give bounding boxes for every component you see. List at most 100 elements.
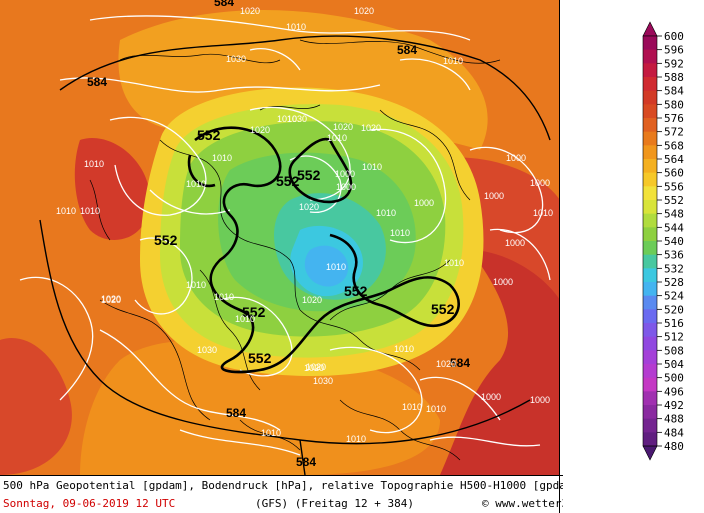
- label-p21: 1000: [506, 153, 526, 163]
- legend-label: 504: [664, 358, 684, 371]
- legend-label: 552: [664, 194, 684, 207]
- legend-label: 572: [664, 126, 684, 139]
- label-p14: 1000: [335, 169, 355, 179]
- legend-label: 596: [664, 44, 684, 57]
- label-p13: 1010: [362, 162, 382, 172]
- label-p40: 1010: [346, 434, 366, 444]
- copyright: © www.wetter3.de: [482, 497, 563, 510]
- legend-swatch: [643, 268, 657, 283]
- forecast-date: Sonntag, 09-06-2019 12 UTC: [3, 497, 176, 510]
- label-p49: 1020: [333, 122, 353, 132]
- legend-label: 500: [664, 372, 684, 385]
- legend-arrow-bottom: [642, 445, 658, 461]
- label-584-e: 584: [226, 406, 246, 420]
- map-description: 500 hPa Geopotential [gpdam], Bodendruck…: [0, 475, 563, 495]
- label-552-f: 552: [242, 304, 266, 320]
- label-584-a: 584: [214, 0, 234, 9]
- label-552-h: 552: [154, 232, 178, 248]
- label-p41: 1010: [261, 428, 281, 438]
- legend-label: 532: [664, 262, 684, 275]
- label-p34: 1010: [444, 258, 464, 268]
- legend-arrow-top: [642, 21, 658, 37]
- label-p2: 1010: [286, 22, 306, 32]
- legend-swatch: [643, 336, 657, 351]
- legend-swatch: [643, 104, 657, 119]
- label-p18: 1010: [376, 208, 396, 218]
- legend-swatch: [643, 364, 657, 379]
- model-run: (GFS) (Freitag 12 + 384): [255, 497, 414, 510]
- label-p30: 1010: [214, 292, 234, 302]
- label-p44: 1020: [101, 294, 121, 304]
- label-p31: 1020: [304, 363, 324, 373]
- label-p39: 1000: [481, 392, 501, 402]
- legend-swatch: [643, 213, 657, 228]
- label-p33: 1020: [302, 295, 322, 305]
- label-p23: 1010: [533, 208, 553, 218]
- legend-swatch: [643, 295, 657, 310]
- label-584-b: 584: [397, 43, 417, 57]
- legend-label: 512: [664, 331, 684, 344]
- legend-swatch: [643, 49, 657, 64]
- legend-label: 484: [664, 426, 684, 439]
- legend-label: 536: [664, 249, 684, 262]
- label-p9: 1020: [250, 125, 270, 135]
- label-p45: 1010: [235, 314, 255, 324]
- legend-label: 556: [664, 180, 684, 193]
- legend-swatch: [643, 418, 657, 433]
- label-552-c: 552: [297, 167, 321, 183]
- legend-swatch: [643, 350, 657, 365]
- label-p42: 1000: [530, 395, 550, 405]
- field-red-sw: [0, 338, 72, 475]
- label-p11: 1010: [84, 159, 104, 169]
- legend-label: 588: [664, 71, 684, 84]
- legend-swatch: [643, 323, 657, 338]
- legend-swatch: [643, 63, 657, 78]
- label-552-e: 552: [431, 301, 455, 317]
- legend-label: 584: [664, 85, 684, 98]
- label-p27: 1020: [101, 295, 121, 305]
- label-p32: 1010: [326, 262, 346, 272]
- label-p19: 1000: [414, 198, 434, 208]
- legend-swatch: [643, 145, 657, 160]
- legend-swatch: [643, 282, 657, 297]
- label-p7: 1010: [327, 133, 347, 143]
- contour-552: [187, 126, 460, 374]
- legend-swatch: [643, 432, 657, 447]
- legend-label: 564: [664, 153, 684, 166]
- legend-label: 508: [664, 344, 684, 357]
- legend-label: 528: [664, 276, 684, 289]
- label-p10: 1030: [287, 114, 307, 124]
- label-p48: 1010: [56, 206, 76, 216]
- label-p22: 1000: [484, 191, 504, 201]
- legend-label: 480: [664, 440, 684, 453]
- geopotential-contours: [39, 35, 551, 475]
- label-p16: 1000: [336, 182, 356, 192]
- field-deep-red-east: [440, 247, 560, 475]
- legend-swatch: [643, 254, 657, 269]
- label-p12: 1010: [212, 153, 232, 163]
- legend-label: 548: [664, 208, 684, 221]
- legend-swatch: [643, 391, 657, 406]
- legend-label: 576: [664, 112, 684, 125]
- field-red-west: [74, 138, 150, 240]
- color-scale-legend: 600 596 592 588 584 580 576 572 568 564 560 556 552 5…: [600, 0, 704, 475]
- label-p29: 1010: [186, 280, 206, 290]
- legend-swatch: [643, 77, 657, 92]
- label-p5: 1030: [226, 54, 246, 64]
- label-p37: 1020: [436, 359, 456, 369]
- label-p28: 1030: [197, 345, 217, 355]
- label-p25: 1000: [530, 178, 550, 188]
- legend-swatch: [643, 131, 657, 146]
- legend-label: 488: [664, 413, 684, 426]
- legend-label: 600: [664, 30, 684, 43]
- label-p8: 1020: [361, 123, 381, 133]
- legend-label: 520: [664, 303, 684, 316]
- label-552-b: 552: [276, 173, 300, 189]
- label-552-g: 552: [248, 350, 272, 366]
- label-584-f: 584: [296, 455, 316, 469]
- legend-label: 568: [664, 139, 684, 152]
- legend-swatch: [643, 118, 657, 133]
- label-552-a: 552: [197, 127, 221, 143]
- label-p35: 1010: [394, 344, 414, 354]
- label-p36: 1030: [313, 376, 333, 386]
